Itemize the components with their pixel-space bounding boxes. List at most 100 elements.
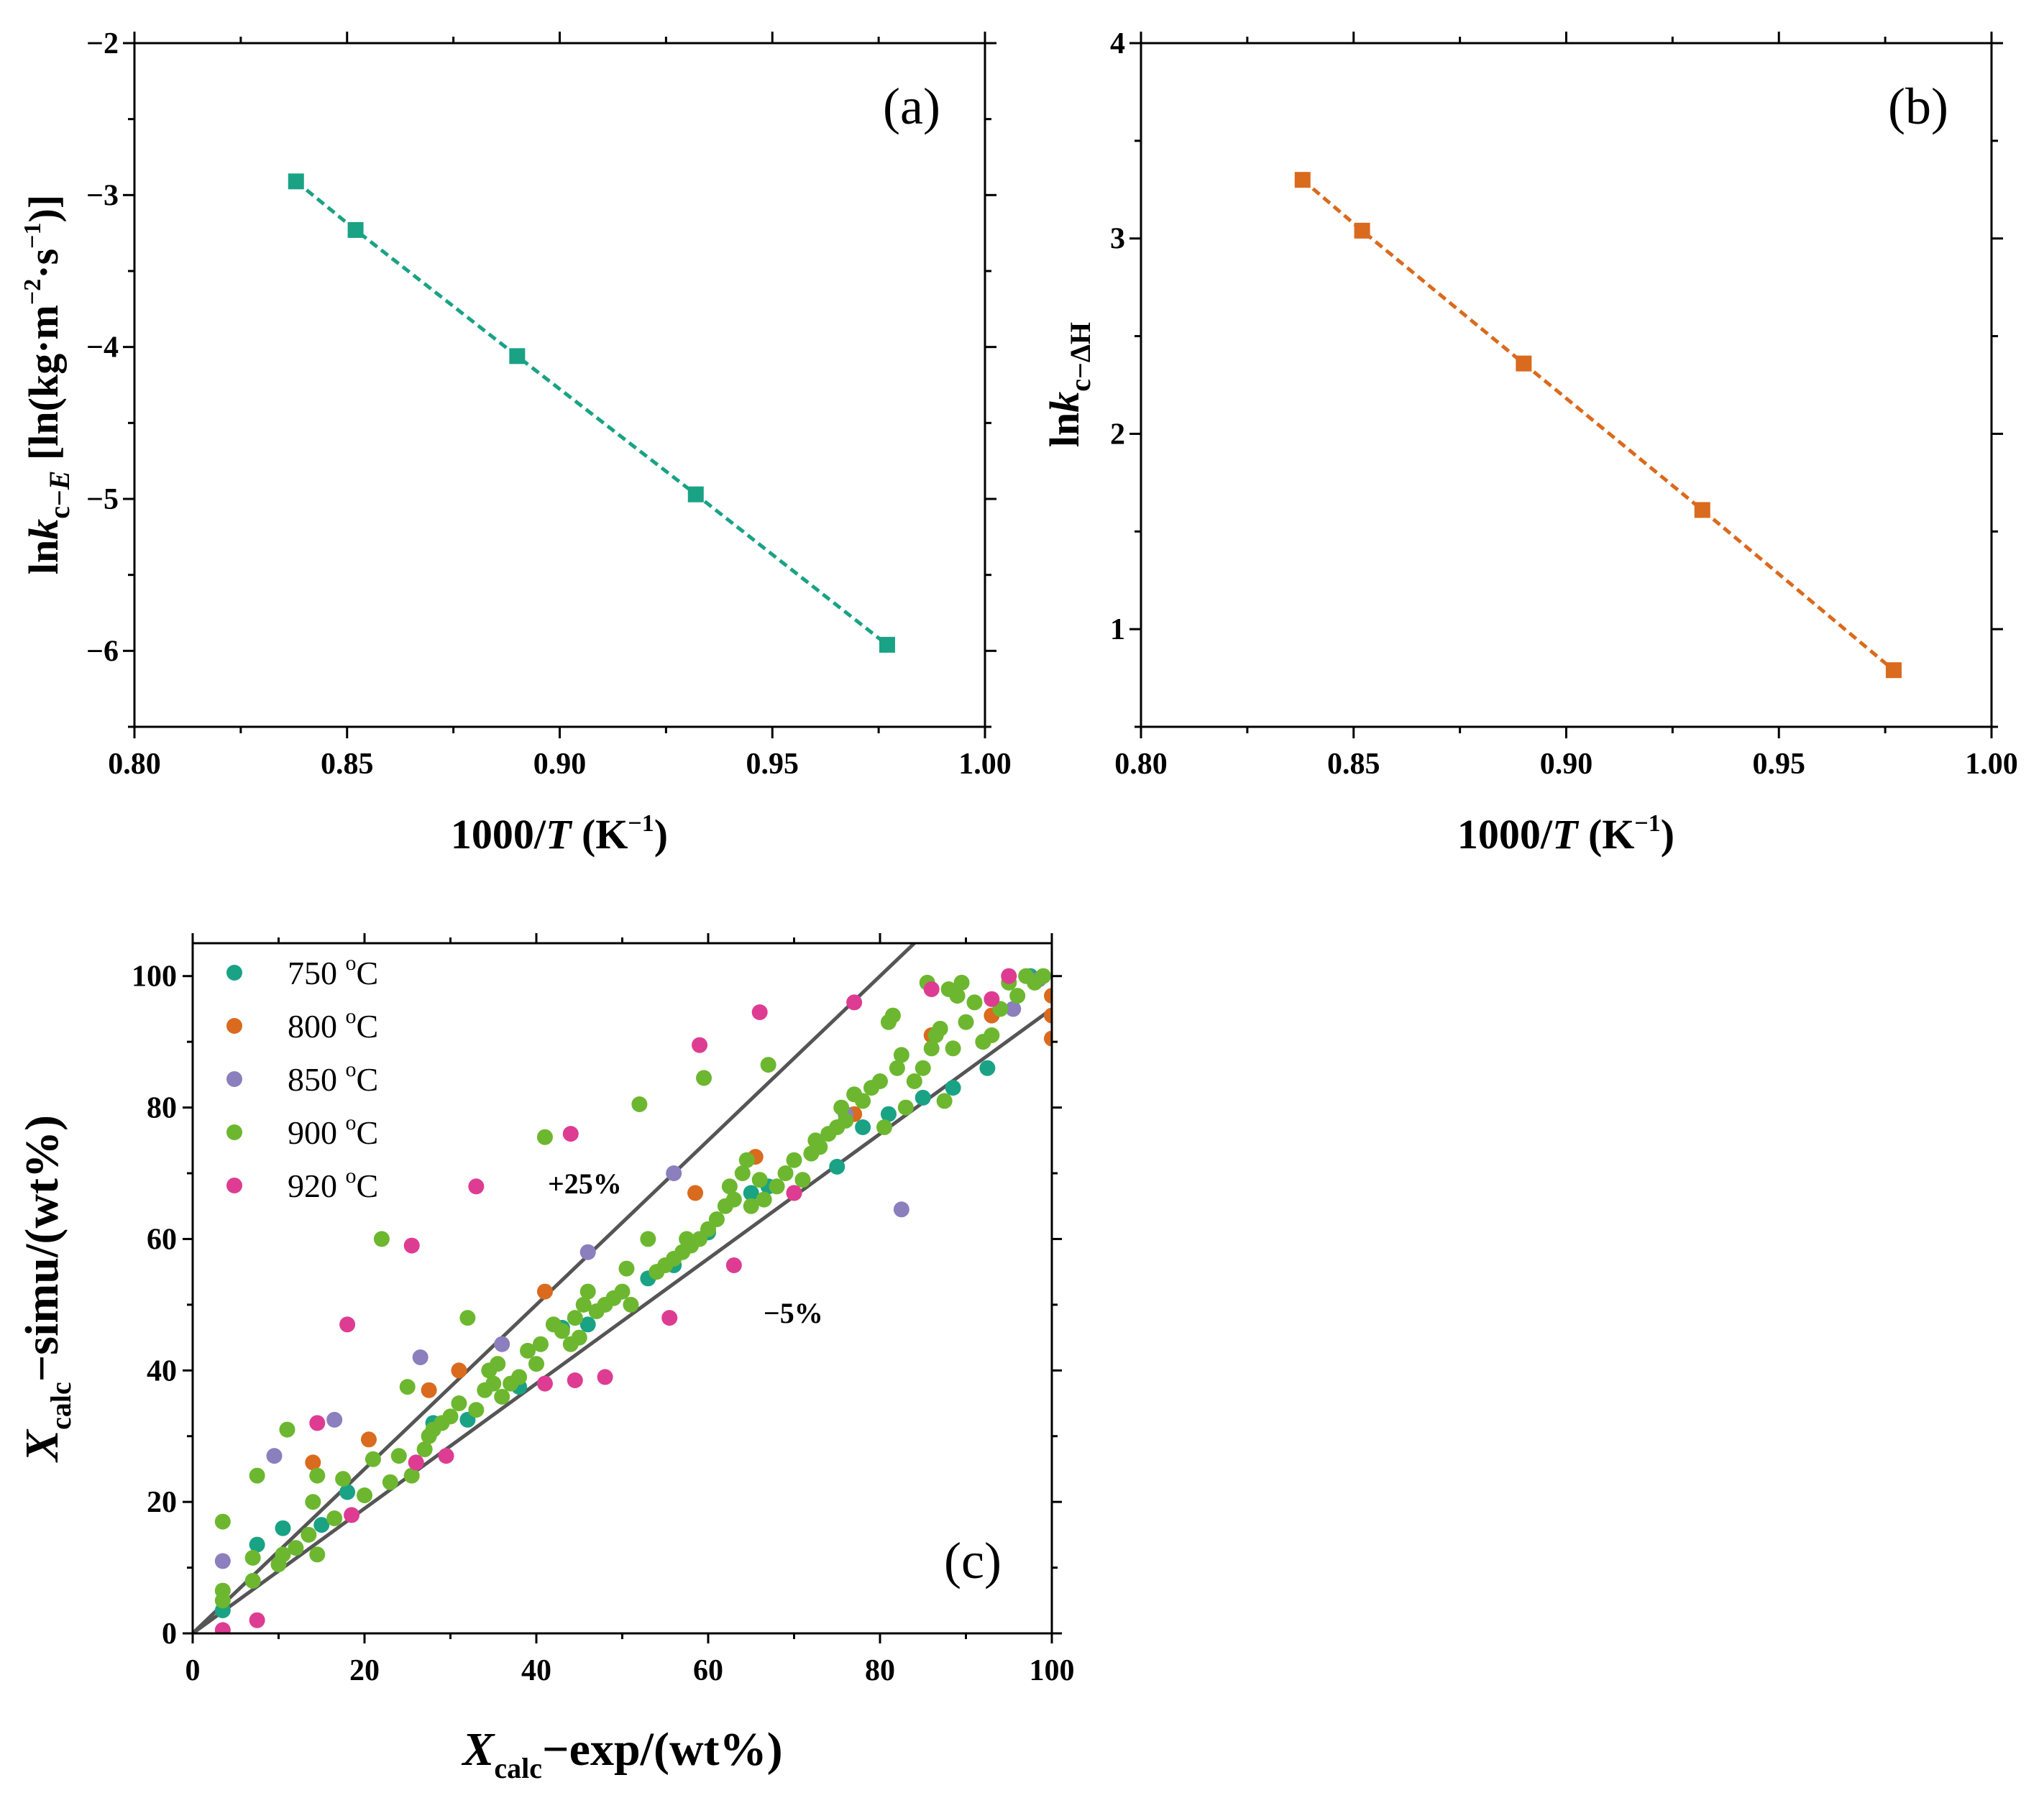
scatter-point bbox=[756, 1191, 772, 1208]
scatter-point bbox=[567, 1372, 583, 1388]
scatter-point bbox=[1001, 968, 1017, 984]
scatter-point bbox=[403, 1237, 420, 1254]
scatter-point bbox=[339, 1316, 356, 1333]
scatter-point bbox=[614, 1283, 631, 1300]
scatter-point bbox=[936, 1093, 953, 1109]
y-tick-label: 100 bbox=[132, 960, 177, 994]
panel-c-y-axis-title: Xcalc−simu/(wt%) bbox=[16, 1115, 77, 1463]
scatter-point bbox=[309, 1415, 326, 1431]
panel-c-annotation-plus-25: +25% bbox=[548, 1168, 622, 1200]
y-tick-label: 4 bbox=[1110, 27, 1125, 60]
panel-c-label: (c) bbox=[944, 1532, 1002, 1590]
scatter-point bbox=[893, 1201, 909, 1218]
scatter-point bbox=[309, 1546, 326, 1563]
panel-a-data-series bbox=[288, 173, 895, 653]
data-point-square bbox=[288, 173, 304, 190]
data-point-square bbox=[1294, 172, 1311, 188]
scatter-point bbox=[949, 988, 966, 1004]
x-tick-label: 1.00 bbox=[1965, 748, 2018, 781]
scatter-point bbox=[214, 1582, 231, 1599]
scatter-point bbox=[966, 994, 983, 1011]
scatter-point bbox=[579, 1283, 596, 1300]
y-tick-label: 20 bbox=[147, 1486, 177, 1519]
x-tick-label: 0.85 bbox=[1327, 748, 1380, 781]
scatter-point bbox=[275, 1520, 291, 1536]
legend-marker bbox=[226, 1018, 242, 1034]
scatter-point bbox=[872, 1073, 888, 1089]
x-tick-label: 40 bbox=[521, 1654, 551, 1687]
y-tick-label: −3 bbox=[86, 179, 119, 212]
scatter-point bbox=[244, 1572, 261, 1589]
scatter-point bbox=[833, 1099, 850, 1116]
data-point-square bbox=[509, 348, 526, 364]
scatter-point bbox=[536, 1283, 553, 1300]
legend-label: 800 oC bbox=[288, 1004, 378, 1045]
scatter-point bbox=[554, 1323, 570, 1339]
scatter-point bbox=[468, 1178, 485, 1195]
scatter-point bbox=[880, 1106, 897, 1122]
data-point-square bbox=[687, 486, 704, 503]
scatter-point bbox=[751, 1004, 768, 1020]
panel-b-label: (b) bbox=[1888, 78, 1948, 135]
scatter-point bbox=[923, 981, 940, 997]
scatter-point bbox=[249, 1536, 265, 1553]
y-tick-label: −6 bbox=[86, 635, 119, 668]
panel-b-data-series bbox=[1294, 172, 1902, 679]
scatter-point bbox=[399, 1379, 416, 1395]
scatter-point bbox=[846, 994, 863, 1011]
scatter-point bbox=[390, 1448, 407, 1464]
data-point-square bbox=[1516, 355, 1532, 372]
scatter-point bbox=[301, 1526, 317, 1543]
panel-c-reference-lines bbox=[193, 943, 1052, 1633]
scatter-point bbox=[421, 1382, 437, 1398]
x-tick-label: 0.95 bbox=[1753, 748, 1806, 781]
y-tick-label: 40 bbox=[147, 1354, 177, 1388]
legend-label: 850 oC bbox=[288, 1058, 378, 1098]
scatter-point bbox=[1044, 1007, 1052, 1024]
scatter-point bbox=[309, 1467, 326, 1484]
scatter-point bbox=[923, 1040, 940, 1057]
scatter-point bbox=[266, 1448, 283, 1464]
scatter-point bbox=[520, 1342, 536, 1359]
scatter-point bbox=[738, 1152, 755, 1168]
scatter-point bbox=[631, 1096, 648, 1112]
scatter-point bbox=[906, 1073, 922, 1089]
scatter-point bbox=[777, 1165, 794, 1181]
scatter-point bbox=[313, 1517, 330, 1533]
scatter-point bbox=[575, 1296, 592, 1313]
x-tick-label: 0.85 bbox=[321, 748, 374, 781]
scatter-point bbox=[468, 1402, 485, 1418]
y-tick-label: 0 bbox=[162, 1618, 177, 1651]
scatter-point bbox=[945, 1040, 961, 1057]
panel-b-plot-frame bbox=[1140, 42, 1993, 728]
scatter-point bbox=[485, 1375, 502, 1392]
x-tick-label: 0.80 bbox=[108, 748, 161, 781]
x-tick-label: 0.90 bbox=[533, 748, 587, 781]
panel-a-label: (a) bbox=[883, 78, 940, 135]
panel-b-y-axis-title: lnkc−ΔH bbox=[1041, 322, 1096, 447]
scatter-point bbox=[326, 1411, 343, 1428]
y-tick-label: −5 bbox=[86, 483, 119, 516]
scatter-point bbox=[373, 1231, 390, 1247]
scatter-point bbox=[838, 1112, 854, 1129]
data-point-square bbox=[1694, 502, 1710, 518]
scatter-point bbox=[661, 1310, 678, 1326]
scatter-point bbox=[335, 1471, 352, 1487]
x-tick-label: 0 bbox=[185, 1654, 201, 1687]
scatter-point bbox=[897, 1099, 914, 1116]
legend-label: 750 oC bbox=[288, 951, 378, 991]
scatter-point bbox=[567, 1310, 583, 1326]
scatter-point bbox=[438, 1448, 454, 1464]
scatter-point bbox=[1005, 1001, 1022, 1017]
scatter-point bbox=[1044, 1030, 1052, 1047]
scatter-point bbox=[876, 1119, 892, 1135]
panel-b-ticks: 0.80 0.85 0.90 0.95 1.00 1 2 3 4 bbox=[1110, 27, 2018, 781]
y-tick-label: −2 bbox=[86, 27, 119, 60]
scatter-point bbox=[494, 1336, 510, 1352]
scatter-point bbox=[889, 1060, 905, 1076]
x-tick-label: 20 bbox=[349, 1654, 380, 1687]
scatter-point bbox=[442, 1408, 459, 1425]
scatter-point bbox=[812, 1139, 828, 1155]
scatter-point bbox=[751, 1172, 768, 1188]
